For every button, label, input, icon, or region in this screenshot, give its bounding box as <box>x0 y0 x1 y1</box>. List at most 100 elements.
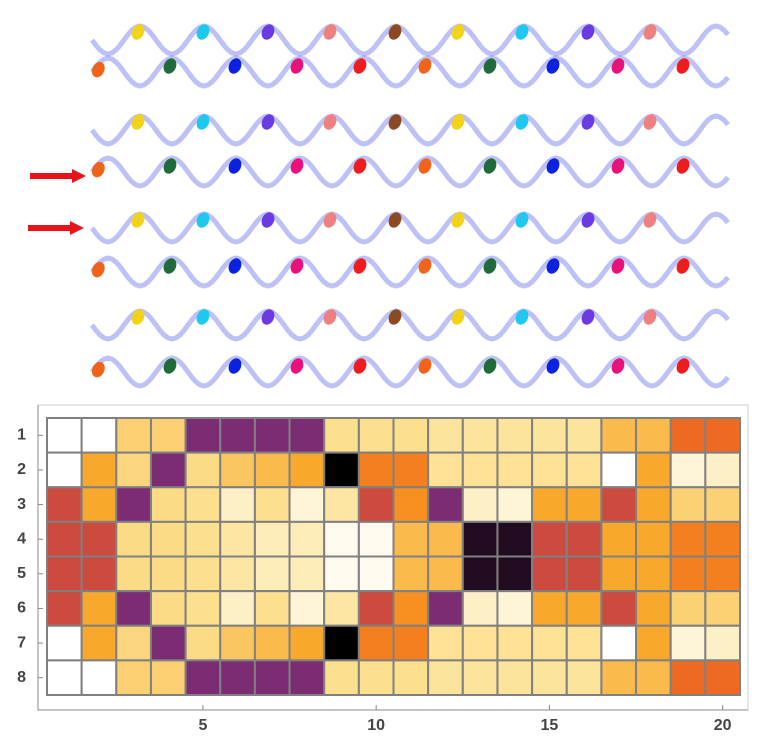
cell <box>323 486 360 523</box>
bead <box>483 58 497 74</box>
bead <box>451 114 465 130</box>
bead <box>515 24 529 40</box>
cell <box>635 486 672 523</box>
cell <box>704 590 741 627</box>
cell <box>115 590 152 627</box>
cell <box>427 624 464 662</box>
cell <box>46 590 83 627</box>
strand <box>89 55 730 89</box>
cell <box>565 624 603 662</box>
bead <box>261 212 275 228</box>
cell <box>288 417 326 454</box>
bead <box>515 212 529 228</box>
cell <box>184 451 222 489</box>
cell <box>392 486 430 523</box>
bead <box>483 358 497 374</box>
bead <box>515 114 529 130</box>
cell <box>80 486 118 523</box>
bead <box>290 58 304 74</box>
cell <box>253 659 291 696</box>
cell <box>427 520 464 558</box>
cell <box>219 520 256 558</box>
cell <box>184 520 222 558</box>
cell <box>219 555 256 593</box>
cell <box>600 451 638 489</box>
cell <box>531 417 568 454</box>
cell <box>496 659 534 696</box>
cell <box>357 555 395 593</box>
cell <box>149 624 187 662</box>
cell <box>392 451 430 489</box>
cell <box>288 520 326 558</box>
cell <box>288 555 326 593</box>
bead <box>353 158 367 174</box>
bead <box>483 258 497 274</box>
strand <box>89 23 730 57</box>
cell <box>219 451 256 489</box>
cell <box>392 520 430 558</box>
cell <box>184 590 222 627</box>
cell <box>427 555 464 593</box>
cell <box>253 520 291 558</box>
strand-illustration <box>89 23 730 389</box>
cell <box>704 417 741 454</box>
bead <box>163 58 177 74</box>
cell <box>323 659 360 696</box>
cell <box>600 486 638 523</box>
heatmap: 5 10 15 20 1 2 3 4 5 6 7 8 <box>17 404 749 734</box>
cell <box>80 417 118 454</box>
bead <box>546 58 560 74</box>
strand <box>89 308 730 342</box>
cell <box>253 417 291 454</box>
cell <box>357 624 395 662</box>
cell <box>635 590 672 627</box>
cell <box>392 590 430 627</box>
y-tick-label: 8 <box>17 669 26 686</box>
bead <box>353 358 367 374</box>
y-tick-label: 7 <box>17 634 26 651</box>
cell <box>635 624 672 662</box>
cell <box>323 590 360 627</box>
cell <box>392 659 430 696</box>
y-tick-label: 3 <box>17 496 26 513</box>
bead <box>261 309 275 325</box>
y-tick-label: 6 <box>17 600 26 617</box>
cell <box>219 624 256 662</box>
cell <box>461 555 499 593</box>
bead <box>163 258 177 274</box>
cell <box>46 555 83 593</box>
cell <box>219 590 256 627</box>
bead <box>228 58 242 74</box>
cell <box>600 590 638 627</box>
cell <box>357 659 395 696</box>
bead <box>131 212 145 228</box>
cell <box>669 659 707 696</box>
cell <box>80 451 118 489</box>
cell <box>357 486 395 523</box>
bead <box>261 24 275 40</box>
cell <box>184 624 222 662</box>
cell <box>669 451 707 489</box>
cell <box>46 451 83 489</box>
cell <box>461 451 499 489</box>
bead <box>581 24 595 40</box>
cell <box>531 486 568 523</box>
cell <box>149 451 187 489</box>
bead <box>643 309 657 325</box>
cell <box>496 520 534 558</box>
cell <box>565 417 603 454</box>
cell <box>600 555 638 593</box>
cell <box>461 417 499 454</box>
cell <box>669 417 707 454</box>
cell <box>392 555 430 593</box>
bead <box>451 24 465 40</box>
cell <box>565 659 603 696</box>
bead <box>643 212 657 228</box>
y-tick-label: 1 <box>17 427 26 444</box>
y-tick-label: 5 <box>17 565 26 582</box>
bead <box>418 58 432 74</box>
cell <box>149 417 187 454</box>
strand <box>89 355 730 389</box>
bead <box>451 212 465 228</box>
